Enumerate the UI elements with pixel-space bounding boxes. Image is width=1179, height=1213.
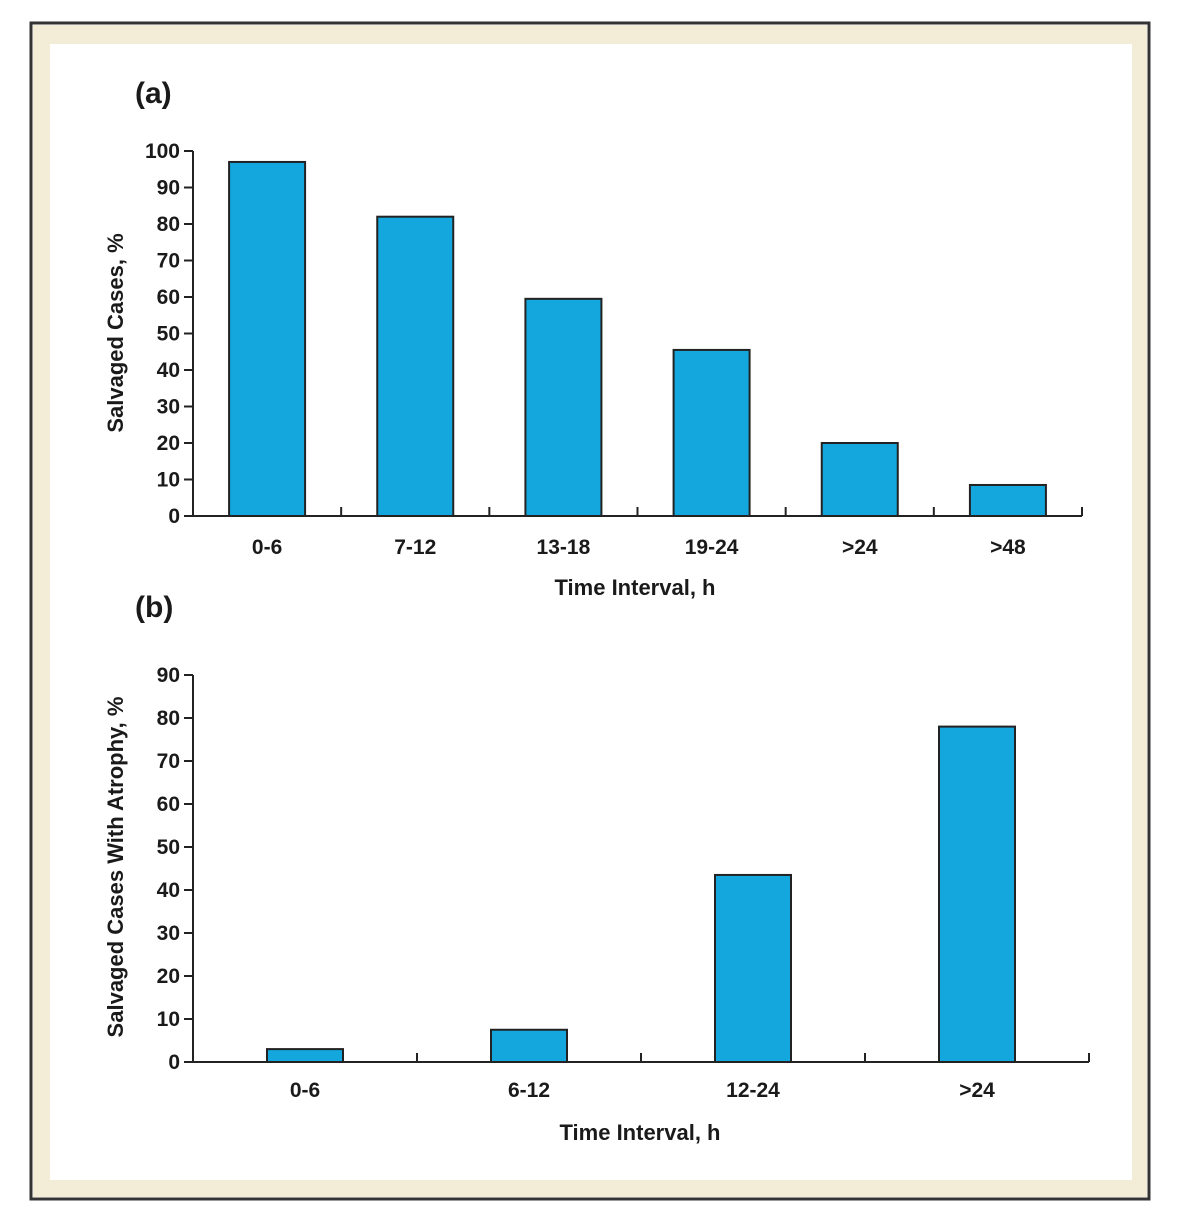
y-tick-label: 100 [145,140,180,163]
bar [968,483,1047,518]
chart-b-x-axis-title: Time Interval, h [560,1120,721,1145]
x-tick-label: 7-12 [394,536,436,559]
x-tick-label: >48 [990,536,1026,559]
y-tick-label: 90 [157,177,180,200]
chart-a-x-axis-title: Time Interval, h [555,575,716,600]
y-tick-label: 80 [157,707,180,730]
y-tick-label: 60 [157,793,180,816]
y-tick-label: 60 [157,286,180,309]
chart-b-y-axis-title: Salvaged Cases With Atrophy, % [103,697,128,1038]
bar [376,215,455,517]
x-tick-label: 0-6 [252,536,282,559]
y-tick-label: 40 [157,879,180,902]
chart-a-y-axis: 0 10 20 30 40 50 60 70 80 90 100 [145,140,193,528]
y-tick-label: 50 [157,836,180,859]
chart-b-axes [192,675,1090,1063]
chart-a-bars [228,160,1047,518]
x-tick-label: 13-18 [537,536,591,559]
bar [820,442,899,517]
chart-b-y-axis: 0 10 20 30 40 50 60 70 80 90 [157,664,193,1074]
chart-a-axes [192,151,1083,517]
bar [672,348,751,517]
y-tick-label: 80 [157,213,180,236]
y-tick-label: 70 [157,250,180,273]
y-tick-label: 40 [157,359,180,382]
bar [228,160,307,517]
bar [938,725,1016,1063]
y-tick-label: 20 [157,965,180,988]
y-tick-label: 90 [157,664,180,687]
x-tick-label: >24 [842,536,878,559]
chart-b-x-tick-labels: 0-6 6-12 12-24 >24 [290,1079,995,1102]
x-tick-label: 12-24 [726,1079,780,1102]
y-tick-label: 30 [157,396,180,419]
y-tick-label: 70 [157,750,180,773]
x-tick-label: >24 [959,1079,995,1102]
x-tick-label: 0-6 [290,1079,320,1102]
chart-a-x-tick-labels: 0-6 7-12 13-18 19-24 >24 >48 [252,536,1026,559]
x-tick-label: 6-12 [508,1079,550,1102]
y-tick-label: 50 [157,323,180,346]
chart-b-panel-label: (b) [135,591,173,624]
bar [524,297,603,518]
bar [490,1028,568,1063]
chart-a-y-axis-title: Salvaged Cases, % [103,233,128,432]
y-tick-label: 0 [168,1051,180,1074]
bar [266,1048,344,1063]
bar [714,873,792,1064]
y-tick-label: 0 [168,505,180,528]
y-tick-label: 20 [157,432,180,455]
y-tick-label: 10 [157,469,180,492]
y-tick-label: 10 [157,1008,180,1031]
y-tick-label: 30 [157,922,180,945]
figure-outer-border [29,21,1151,1201]
chart-a-panel-label: (a) [135,77,172,110]
chart-a: (a) 0 10 20 30 40 50 60 70 80 90 100 0-6 7-12 13-18 1… [103,77,1083,600]
x-tick-label: 19-24 [685,536,739,559]
